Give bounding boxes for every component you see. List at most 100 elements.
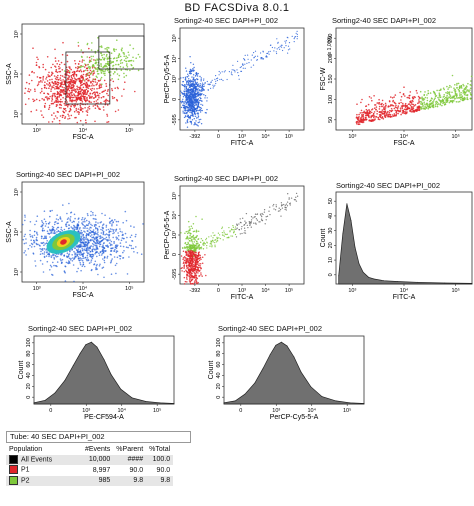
y-axis-label: Count — [208, 361, 215, 380]
event-dot — [76, 97, 78, 100]
event-dot — [191, 103, 194, 105]
event-dot — [69, 87, 71, 89]
event-dot — [192, 84, 195, 87]
y-tick-label: 0 — [328, 273, 334, 276]
event-dot — [100, 72, 103, 74]
event-dot — [99, 240, 101, 243]
event-dot — [80, 259, 82, 261]
event-dot — [83, 83, 85, 85]
event-dot — [79, 104, 82, 107]
event-dot — [76, 249, 78, 251]
event-dot — [436, 89, 438, 92]
event-dot — [187, 110, 190, 112]
event-dot — [45, 76, 48, 79]
event-dot — [99, 237, 101, 240]
event-dot — [376, 110, 379, 112]
event-dot — [54, 78, 57, 80]
event-dot — [98, 254, 101, 256]
event-dot — [185, 230, 188, 233]
event-dot — [267, 52, 269, 54]
gate-p1[interactable] — [65, 51, 111, 105]
table-row[interactable]: All Events 10,000 #### 100.0 — [6, 455, 174, 466]
event-dot — [382, 118, 385, 120]
event-dot — [205, 237, 208, 240]
event-dot — [402, 102, 404, 105]
event-dot — [94, 93, 96, 95]
event-dot — [193, 86, 195, 89]
event-dot — [193, 96, 196, 99]
event-dot — [246, 224, 248, 227]
event-dot — [92, 217, 95, 220]
event-dot — [188, 70, 191, 73]
event-dot — [202, 242, 204, 245]
event-dot — [77, 91, 79, 94]
event-dot — [51, 85, 53, 88]
event-dot — [59, 258, 62, 260]
gate-p2[interactable] — [98, 35, 145, 70]
event-dot — [97, 248, 99, 250]
event-dot — [41, 225, 43, 228]
event-dot — [237, 60, 239, 63]
event-dot — [425, 103, 428, 106]
event-dot — [360, 117, 362, 119]
event-dot — [43, 248, 46, 250]
y-tick-label: 100 — [328, 95, 334, 104]
event-dot — [84, 99, 86, 101]
x-tick-label: 10⁵ — [125, 127, 133, 134]
event-dot — [60, 61, 63, 64]
event-dot — [91, 95, 93, 98]
event-dot — [460, 91, 462, 94]
event-dot — [81, 79, 83, 82]
event-dot — [122, 257, 125, 259]
event-dot — [109, 79, 112, 81]
table-row[interactable]: P2 985 9.8 9.8 — [6, 475, 174, 487]
event-dot — [192, 242, 194, 245]
event-dot — [253, 216, 255, 218]
event-dot — [104, 70, 106, 72]
event-dot — [186, 82, 188, 84]
event-dot — [209, 245, 211, 247]
event-dot — [85, 232, 88, 235]
event-dot — [90, 259, 93, 261]
event-dot — [41, 230, 44, 232]
event-dot — [262, 213, 264, 216]
event-dot — [50, 88, 52, 90]
event-dot — [117, 232, 119, 234]
event-dot — [93, 232, 95, 234]
event-dot — [24, 92, 26, 94]
event-dot — [103, 109, 105, 111]
event-dot — [40, 250, 42, 253]
event-dot — [75, 66, 77, 69]
event-dot — [44, 225, 47, 227]
event-dot — [122, 66, 125, 69]
event-dot — [199, 106, 201, 109]
event-dot — [468, 90, 470, 93]
event-dot — [192, 253, 195, 255]
event-dot — [182, 81, 184, 83]
event-dot — [53, 94, 56, 96]
event-dot — [54, 232, 56, 234]
event-dot — [83, 248, 85, 250]
event-dot — [460, 84, 463, 87]
event-dot — [183, 267, 185, 269]
x-tick-label: 10⁵ — [125, 285, 133, 292]
event-dot — [445, 99, 447, 101]
event-dot — [439, 89, 442, 91]
table-row[interactable]: P1 8,997 90.0 90.0 — [6, 465, 173, 475]
event-dot — [75, 101, 78, 103]
event-dot — [469, 83, 472, 86]
event-dot — [110, 230, 112, 233]
event-dot — [57, 111, 59, 113]
event-dot — [31, 243, 34, 246]
event-dot — [192, 99, 194, 101]
event-dot — [183, 86, 186, 88]
event-dot — [52, 261, 54, 264]
y-tick-label: 20 — [26, 383, 32, 389]
event-dot — [438, 95, 441, 97]
event-dot — [362, 121, 365, 123]
event-dot — [365, 119, 367, 121]
event-dot — [101, 83, 103, 85]
event-dot — [37, 58, 39, 61]
event-dot — [192, 70, 195, 72]
event-dot — [284, 206, 286, 208]
